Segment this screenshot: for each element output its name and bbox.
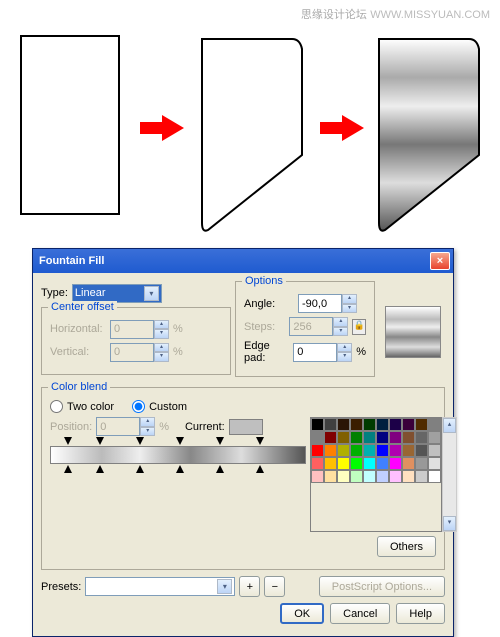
steps-label: Steps:: [244, 321, 285, 333]
angle-spinner[interactable]: ▴▾: [298, 294, 357, 313]
edgepad-spinner[interactable]: ▴▾: [293, 343, 352, 362]
current-color: [229, 419, 263, 435]
position-label: Position:: [50, 421, 92, 433]
color-swatch[interactable]: [350, 444, 363, 457]
color-swatch[interactable]: [350, 431, 363, 444]
color-swatch[interactable]: [337, 431, 350, 444]
options-label: Options: [242, 275, 286, 287]
color-swatch[interactable]: [428, 444, 441, 457]
color-swatch[interactable]: [389, 431, 402, 444]
color-swatch[interactable]: [376, 444, 389, 457]
vertical-spinner: ▴▾: [110, 343, 169, 362]
color-swatch[interactable]: [402, 457, 415, 470]
color-swatch[interactable]: [324, 431, 337, 444]
color-swatch[interactable]: [428, 470, 441, 483]
color-swatch[interactable]: [363, 418, 376, 431]
custom-radio[interactable]: Custom: [132, 400, 187, 413]
color-swatch[interactable]: [311, 457, 324, 470]
arrow-icon: [320, 115, 364, 141]
color-swatch[interactable]: [363, 431, 376, 444]
arrow-icon: [140, 115, 184, 141]
color-swatch[interactable]: [324, 418, 337, 431]
color-swatch[interactable]: [389, 470, 402, 483]
presets-combo[interactable]: ▾: [85, 577, 235, 596]
watermark: 思缘设计论坛 WWW.MISSYUAN.COM: [301, 6, 490, 22]
lock-icon[interactable]: 🔒: [352, 319, 366, 335]
palette-scrollbar[interactable]: ▴▾: [442, 417, 457, 532]
color-swatch[interactable]: [389, 444, 402, 457]
two-color-radio[interactable]: Two color: [50, 400, 114, 413]
color-swatch[interactable]: [376, 457, 389, 470]
color-swatch[interactable]: [402, 444, 415, 457]
others-button[interactable]: Others: [377, 536, 436, 557]
shape-filled: [375, 35, 485, 235]
titlebar[interactable]: Fountain Fill ×: [33, 249, 453, 273]
color-swatch[interactable]: [337, 457, 350, 470]
color-swatch[interactable]: [324, 470, 337, 483]
color-swatch[interactable]: [402, 470, 415, 483]
color-palette[interactable]: [310, 417, 442, 532]
color-swatch[interactable]: [402, 418, 415, 431]
vertical-label: Vertical:: [50, 346, 106, 358]
color-swatch[interactable]: [363, 444, 376, 457]
cancel-button[interactable]: Cancel: [330, 603, 390, 624]
type-label: Type:: [41, 287, 68, 299]
color-swatch[interactable]: [324, 444, 337, 457]
chevron-down-icon[interactable]: ▾: [144, 286, 159, 301]
angle-label: Angle:: [244, 298, 294, 310]
color-swatch[interactable]: [415, 457, 428, 470]
color-swatch[interactable]: [363, 470, 376, 483]
shapes-illustration: [10, 35, 490, 235]
color-swatch[interactable]: [415, 470, 428, 483]
color-swatch[interactable]: [337, 418, 350, 431]
presets-label: Presets:: [41, 581, 81, 593]
color-swatch[interactable]: [337, 444, 350, 457]
color-swatch[interactable]: [363, 457, 376, 470]
dialog-title: Fountain Fill: [39, 255, 430, 267]
color-swatch[interactable]: [324, 457, 337, 470]
horizontal-label: Horizontal:: [50, 323, 106, 335]
color-swatch[interactable]: [415, 444, 428, 457]
color-swatch[interactable]: [415, 431, 428, 444]
postscript-button: PostScript Options...: [319, 576, 445, 597]
color-swatch[interactable]: [428, 431, 441, 444]
color-swatch[interactable]: [415, 418, 428, 431]
color-swatch[interactable]: [376, 431, 389, 444]
current-label: Current:: [185, 421, 225, 433]
shape-rect: [20, 35, 120, 215]
center-offset-label: Center offset: [48, 301, 117, 313]
edgepad-label: Edge pad:: [244, 340, 289, 364]
color-swatch[interactable]: [428, 457, 441, 470]
color-swatch[interactable]: [350, 457, 363, 470]
gradient-preview: [385, 306, 441, 358]
position-spinner: ▴▾: [96, 417, 155, 436]
color-swatch[interactable]: [311, 418, 324, 431]
color-swatch[interactable]: [337, 470, 350, 483]
color-swatch[interactable]: [350, 470, 363, 483]
color-swatch[interactable]: [350, 418, 363, 431]
add-preset-button[interactable]: +: [239, 576, 260, 597]
help-button[interactable]: Help: [396, 603, 445, 624]
color-swatch[interactable]: [376, 418, 389, 431]
steps-spinner: ▴▾: [289, 317, 348, 336]
ok-button[interactable]: OK: [280, 603, 324, 624]
color-swatch[interactable]: [402, 431, 415, 444]
horizontal-spinner: ▴▾: [110, 320, 169, 339]
color-swatch[interactable]: [428, 418, 441, 431]
shape-deformed: [198, 35, 308, 235]
color-blend-label: Color blend: [48, 381, 110, 393]
chevron-down-icon[interactable]: ▾: [217, 579, 232, 594]
color-swatch[interactable]: [311, 431, 324, 444]
color-swatch[interactable]: [376, 470, 389, 483]
fountain-fill-dialog: Fountain Fill × Type: Linear▾ Center off…: [32, 248, 454, 637]
color-swatch[interactable]: [389, 457, 402, 470]
remove-preset-button[interactable]: −: [264, 576, 285, 597]
color-swatch[interactable]: [311, 444, 324, 457]
gradient-bar[interactable]: [50, 446, 306, 464]
color-swatch[interactable]: [389, 418, 402, 431]
color-swatch[interactable]: [311, 470, 324, 483]
close-icon[interactable]: ×: [430, 252, 450, 270]
